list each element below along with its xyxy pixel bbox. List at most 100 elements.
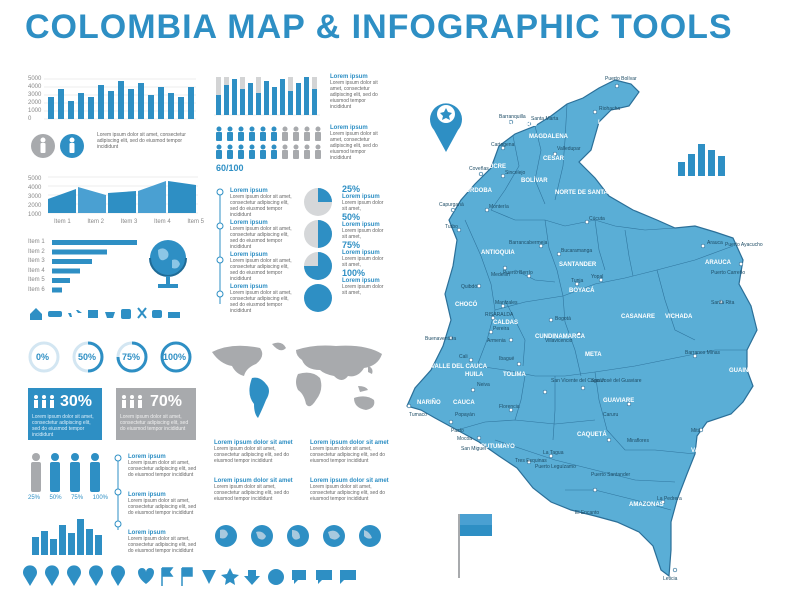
map-label: CHOCÓ <box>455 300 478 308</box>
stat-box-value: 30% <box>60 393 93 410</box>
map-label: PUTUMAYO <box>481 444 515 450</box>
map-label: Armenia <box>487 338 506 344</box>
pin-icon <box>67 565 81 586</box>
mini-bar-chart <box>678 144 725 176</box>
map-label: Villavicencio <box>545 338 573 344</box>
eurasia <box>296 345 382 380</box>
globe-icon <box>323 525 345 547</box>
text-body: Lorem ipsum dolor sit amet, consectetur … <box>230 194 292 218</box>
text-body: Lorem ipsum dolor sit amet, consectetur … <box>214 484 290 502</box>
arrow-down-icon <box>244 570 260 585</box>
people-bar-label: 75% <box>71 495 84 501</box>
map-label: MAGDALENA <box>529 134 569 140</box>
map-label: Barranco Minas <box>685 350 721 356</box>
map-label: Cali <box>459 354 468 360</box>
hbar <box>52 259 92 264</box>
text-body: Lorem ipsum dolor sit amet, consectetur … <box>342 284 384 296</box>
map-label: CALDAS <box>493 320 518 326</box>
map-label: GUAVIARE <box>603 398 634 404</box>
page-title: COLOMBIA MAP & INFOGRAPHIC TOOLS <box>25 8 733 46</box>
text-body: Lorem ipsum dolor sit amet, consectetur … <box>330 80 378 110</box>
map-label: Pereira <box>493 326 509 332</box>
ytick: 1000 <box>28 108 42 114</box>
australia <box>354 396 375 410</box>
area-chart: 5000 4000 3000 2000 1000 Item 1 Item 2 I… <box>28 175 204 230</box>
map-label: CAQUETÁ <box>577 431 607 438</box>
ytick: 4000 <box>28 185 42 191</box>
timeline-heading: Lorem ipsum <box>128 530 166 536</box>
cup-icon <box>152 310 162 318</box>
text-body: Lorem ipsum dolor sit amet, consectetur … <box>342 228 384 240</box>
flag-icon <box>458 514 492 578</box>
hbar <box>52 287 62 293</box>
map-label: CÓRDOBA <box>461 186 493 194</box>
bar <box>168 93 174 119</box>
map-label: BOLÍVAR <box>521 176 548 184</box>
text-heading: Lorem ipsum dolor sit amet <box>214 440 293 446</box>
timeline-heading: Lorem ipsum <box>128 454 166 460</box>
map-label: San José del Guaviare <box>591 378 642 384</box>
text-body: Lorem ipsum dolor sit amet, consectetur … <box>342 200 384 212</box>
car-icon <box>48 311 62 317</box>
globe-icon <box>359 525 381 547</box>
bar <box>256 93 261 115</box>
pie-charts <box>304 188 332 312</box>
xlabel: Item 3 <box>120 219 138 225</box>
people-ratio-text: Lorem ipsum Lorem ipsum dolor sit amet, … <box>330 125 385 161</box>
bar <box>280 79 285 115</box>
hbar <box>52 240 137 245</box>
bar <box>158 87 164 119</box>
map-label: CASANARE <box>621 314 655 320</box>
map-label: Puerto Bolívar <box>605 76 637 82</box>
pie-75 <box>304 252 332 280</box>
donut-row: 0% 50% 75% 100% <box>28 341 198 373</box>
map-label: Bucaramanga <box>561 248 592 254</box>
bar <box>216 95 221 115</box>
text-body: Lorem ipsum dolor sit amet, consectetur … <box>310 484 386 502</box>
greenland <box>272 342 286 351</box>
people-icon <box>34 395 54 408</box>
donut-100 <box>160 341 192 373</box>
map-label: Tres Esquinas <box>515 458 547 464</box>
text-heading: Lorem ipsum <box>330 74 368 80</box>
map-label: Valledupar <box>557 146 581 152</box>
bar <box>128 89 134 119</box>
xlabel: Item 2 <box>87 219 105 225</box>
map-label: Manizales <box>495 300 518 306</box>
bar-chart-2-text: Lorem ipsum Lorem ipsum dolor sit amet, … <box>330 74 385 110</box>
africa <box>296 372 322 407</box>
map-label: VAUPÉS <box>691 446 715 454</box>
map-label: Barrancabermeja <box>509 240 548 246</box>
globe-icon <box>251 525 273 547</box>
bar <box>232 79 237 115</box>
donut-rings <box>28 341 192 373</box>
map-label: Puerto Leguízamo <box>535 464 576 470</box>
bar <box>304 77 309 115</box>
map-label: Sincelejo <box>505 170 526 176</box>
map-label: SANTANDER <box>559 262 597 268</box>
north-america <box>212 345 263 376</box>
bar <box>718 156 725 176</box>
xlabel: Item 1 <box>54 219 71 225</box>
timeline-line <box>114 454 122 530</box>
area-segment <box>48 189 76 213</box>
map-label: NARIÑO <box>417 399 441 406</box>
bar <box>58 89 64 119</box>
map-label: La Tagua <box>543 450 564 456</box>
text-heading: Lorem ipsum <box>342 250 380 256</box>
bar <box>248 83 253 115</box>
area-chart-shapes <box>48 176 198 214</box>
map-label: CAUCA <box>453 400 475 406</box>
map-label: Medellín <box>491 272 510 278</box>
map-label: CESAR <box>543 156 565 162</box>
mid-timeline <box>216 188 224 304</box>
area-segment <box>168 181 196 213</box>
circle-marker-icon <box>268 569 284 585</box>
map-label: VICHADA <box>665 314 693 320</box>
map-label: NORTE DE SANTANDER <box>555 190 626 196</box>
text-body: Lorem ipsum dolor sit amet, consectetur … <box>214 446 290 464</box>
department-borders <box>456 103 747 511</box>
map-label: ARAUCA <box>705 260 732 266</box>
map-label: Popayán <box>455 412 475 418</box>
